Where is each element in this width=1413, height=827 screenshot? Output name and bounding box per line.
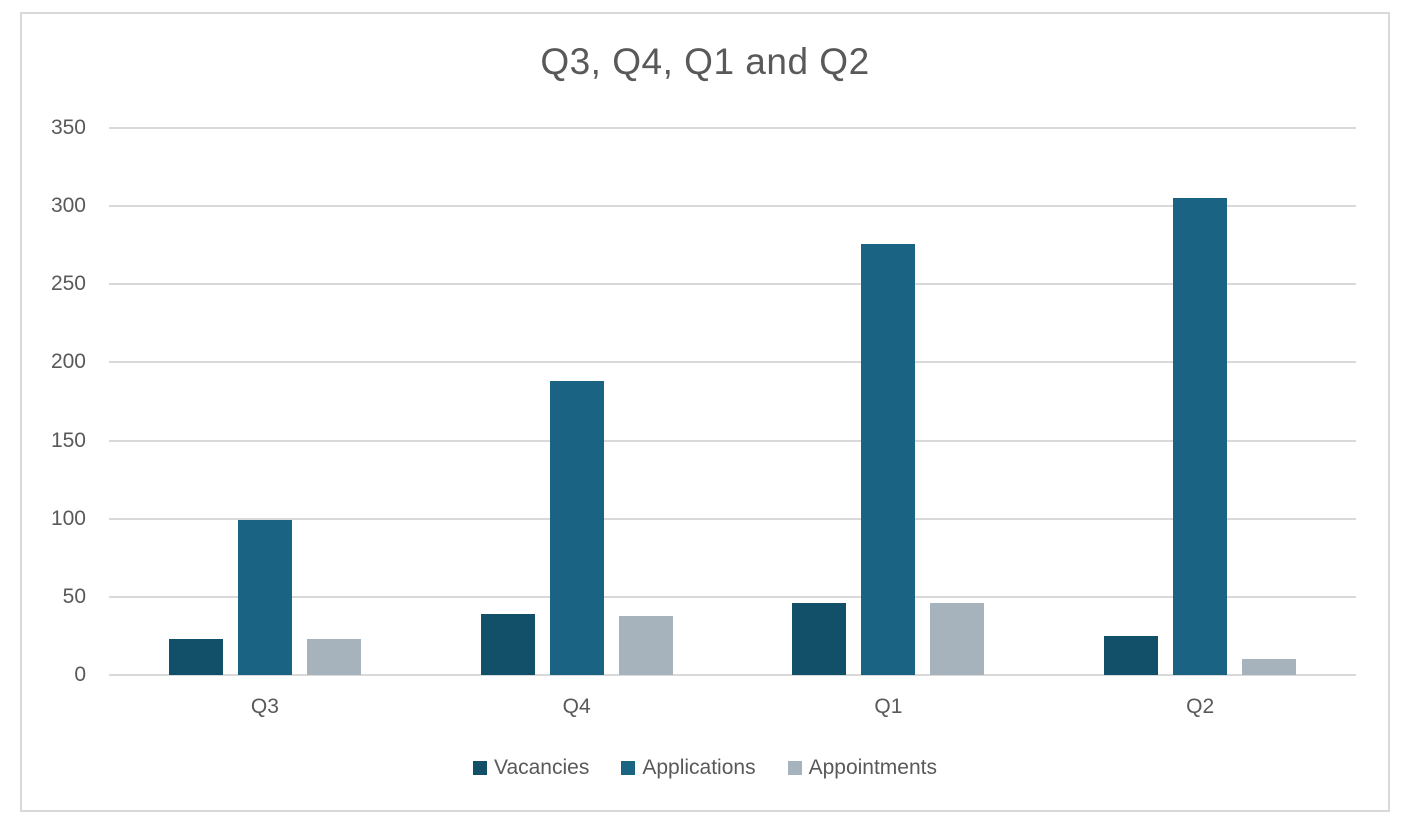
bar-group-q4 [421, 128, 733, 675]
bar-applications-q3 [237, 520, 292, 675]
bar-applications-q1 [861, 244, 916, 675]
y-tick-label-200: 200 [50, 350, 86, 374]
legend-item-applications: Applications [621, 756, 756, 780]
plot-area [109, 127, 1356, 676]
y-tick-label-0: 0 [74, 663, 86, 686]
y-tick-label-100: 100 [50, 506, 86, 530]
bar-appointments-q4 [618, 616, 673, 675]
legend-swatch-vacancies [473, 761, 487, 775]
bar-appointments-q2 [1242, 659, 1297, 675]
legend-item-appointments: Appointments [787, 756, 937, 780]
gridline-350 [109, 127, 1356, 129]
gridline-50 [109, 595, 1356, 598]
bar-group-q1 [733, 128, 1045, 675]
bar-applications-q2 [1173, 198, 1228, 675]
x-tick-label-q3: Q3 [250, 695, 279, 718]
legend: Vacancies Applications Appointments [22, 756, 1388, 780]
legend-label-applications: Applications [642, 756, 756, 779]
y-tick-label-250: 250 [50, 272, 86, 296]
gridline-150 [109, 439, 1356, 442]
legend-swatch-appointments [787, 761, 802, 775]
bar-vacancies-q2 [1104, 636, 1159, 675]
x-tick-label-q4: Q4 [562, 695, 591, 718]
bar-vacancies-q3 [168, 639, 223, 675]
x-tick-label-q1: Q1 [874, 695, 903, 718]
chart: Q3, Q4, Q1 and Q2 0 50 100 150 200 250 300 350 … [20, 12, 1390, 812]
legend-item-vacancies: Vacancies [473, 756, 589, 780]
bar-vacancies-q1 [792, 603, 847, 675]
chart-title: Q3, Q4, Q1 and Q2 [540, 41, 870, 82]
y-tick-label-350: 350 [50, 116, 86, 139]
legend-label-vacancies: Vacancies [494, 756, 590, 779]
gridline-0 [109, 674, 1356, 676]
x-tick-label-q2: Q2 [1186, 695, 1215, 718]
legend-label-appointments: Appointments [808, 756, 937, 779]
bar-appointments-q3 [306, 639, 361, 675]
bar-appointments-q1 [930, 603, 985, 675]
bar-group-q3 [109, 128, 421, 675]
legend-swatch-applications [621, 761, 636, 775]
gridline-300 [109, 205, 1356, 208]
x-axis: Q3 Q4 Q1 Q2 [109, 692, 1356, 722]
bar-group-q2 [1044, 128, 1356, 675]
gridline-250 [109, 283, 1356, 286]
y-tick-label-150: 150 [50, 428, 86, 452]
y-tick-label-300: 300 [50, 194, 86, 218]
gridline-200 [109, 361, 1356, 364]
bar-applications-q4 [549, 381, 604, 675]
bar-vacancies-q4 [480, 614, 535, 675]
gridline-100 [109, 517, 1356, 520]
y-tick-label-50: 50 [62, 584, 86, 608]
